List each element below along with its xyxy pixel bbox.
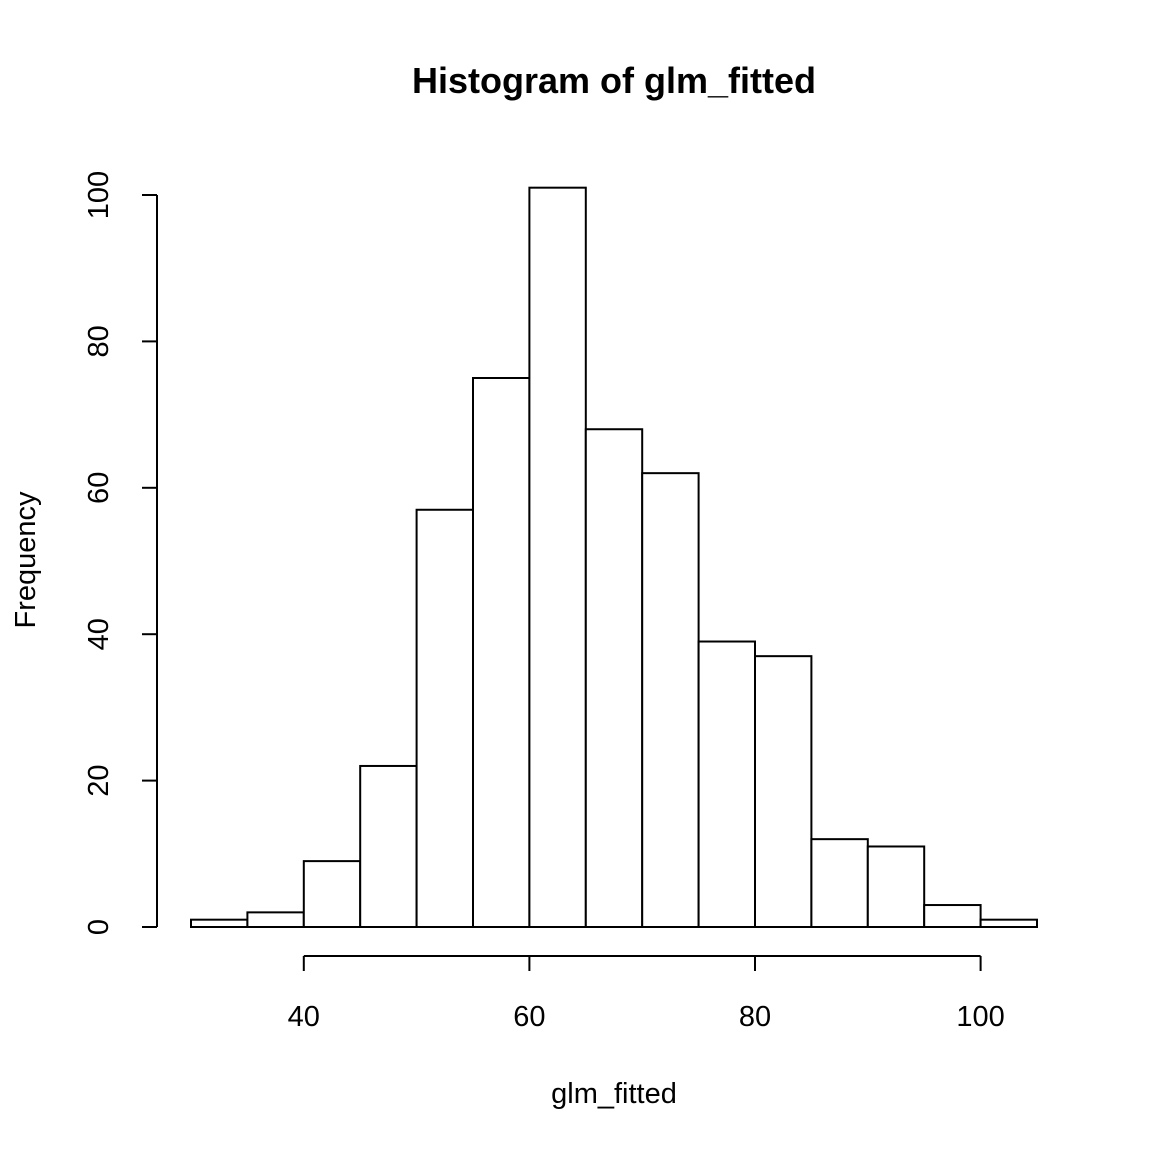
histogram-bar-3	[359, 764, 418, 929]
histogram-bar-10	[754, 655, 813, 928]
y-axis: 0 20 40 60 80 100	[83, 171, 158, 935]
y-tick-label-0: 0	[83, 919, 115, 935]
histogram-bar-9	[697, 640, 756, 929]
y-tick-label-20: 20	[83, 764, 115, 796]
histogram-bar-2	[302, 860, 362, 928]
histogram-bar-7	[584, 428, 644, 928]
y-axis-label: Frequency	[10, 491, 42, 629]
histogram-bar-12	[866, 845, 926, 928]
x-tick-label-80: 80	[739, 1001, 771, 1033]
x-tick-label-40: 40	[288, 1001, 320, 1033]
histogram-bar-13	[923, 904, 982, 928]
histogram-bar-14	[979, 918, 1038, 928]
y-tick-label-60: 60	[83, 472, 115, 504]
histogram-bar-4	[415, 508, 475, 928]
y-tick-label-40: 40	[83, 618, 115, 650]
chart-title: Histogram of glm_fitted	[412, 60, 816, 101]
histogram-bar-6	[528, 186, 587, 928]
x-axis: 40 60 80 100	[288, 955, 1005, 1033]
histogram-bar-11	[810, 838, 869, 928]
histogram-bar-0	[190, 918, 249, 928]
histogram-bar-1	[246, 911, 305, 928]
histogram-bar-8	[641, 472, 700, 928]
histogram-bar-5	[472, 377, 531, 928]
histogram-bars	[190, 186, 1038, 929]
y-tick-label-100: 100	[83, 171, 115, 219]
x-tick-label-60: 60	[513, 1001, 545, 1033]
x-tick-label-100: 100	[956, 1001, 1004, 1033]
x-axis-label: glm_fitted	[551, 1078, 677, 1110]
y-tick-label-80: 80	[83, 325, 115, 357]
